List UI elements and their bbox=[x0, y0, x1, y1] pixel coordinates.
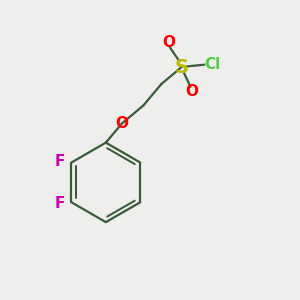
Text: O: O bbox=[116, 116, 128, 131]
Text: Cl: Cl bbox=[204, 57, 221, 72]
Text: F: F bbox=[55, 196, 65, 211]
Text: O: O bbox=[162, 35, 175, 50]
Text: F: F bbox=[55, 154, 65, 169]
Text: S: S bbox=[175, 58, 189, 76]
Text: O: O bbox=[185, 84, 198, 99]
